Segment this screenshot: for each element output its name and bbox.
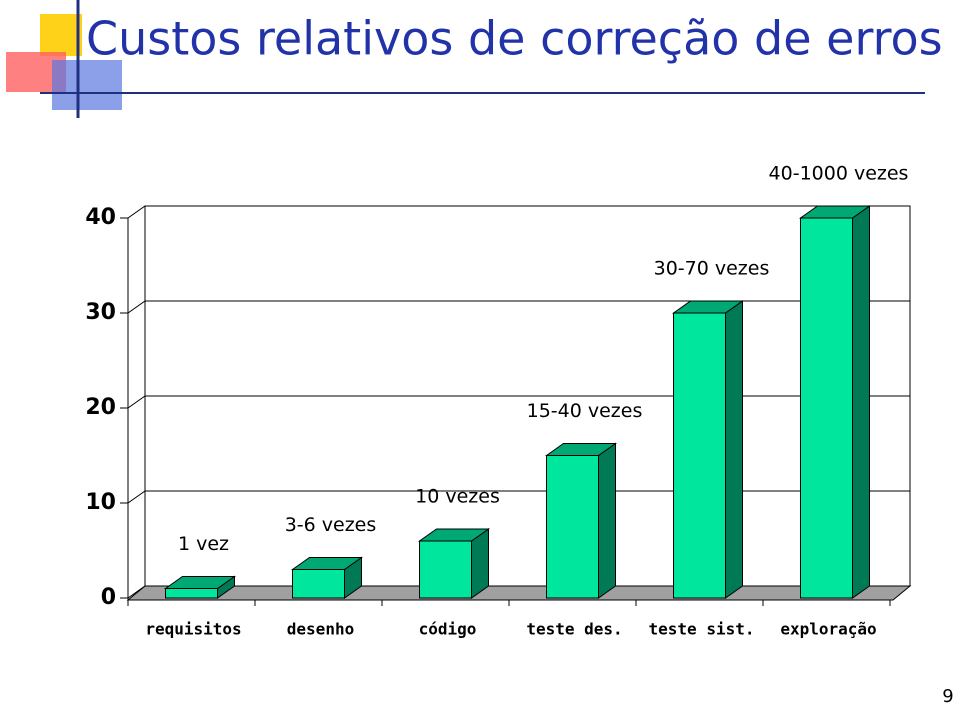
grid-line [127, 490, 910, 504]
x-tick-label: desenho [287, 620, 354, 639]
floor [126, 585, 912, 601]
x-tick-label: requisitos [145, 620, 241, 639]
bar-front [419, 540, 472, 599]
bar [671, 300, 745, 599]
y-tick-label: 0 [101, 585, 116, 610]
bar-annotation: 15-40 vezes [527, 400, 643, 422]
deco-square [52, 60, 122, 110]
y-tick-label: 20 [85, 395, 116, 420]
y-tick-label: 40 [85, 205, 116, 230]
bar [163, 575, 237, 599]
bar-side [725, 300, 743, 599]
bar-side [852, 205, 870, 599]
grid-line [127, 585, 910, 599]
bar-annotation: 10 vezes [415, 486, 500, 508]
grid-line [127, 395, 910, 409]
grid-line [127, 300, 910, 314]
x-tick-label: teste des. [526, 620, 622, 639]
slide-title: Custos relativos de correção de erros [86, 12, 943, 66]
bar [290, 556, 364, 599]
bar-annotation: 30-70 vezes [654, 258, 770, 280]
bar-annotation: 1 vez [178, 533, 229, 555]
y-tick-label: 10 [85, 490, 116, 515]
deco-square [40, 14, 82, 56]
bar [544, 442, 618, 599]
bar-front [546, 455, 599, 599]
bar-front [673, 312, 726, 599]
bar-annotation: 3-6 vezes [285, 514, 377, 536]
page-number: 9 [942, 686, 953, 707]
chart: 0 10 20 30 40 requisitos 1 vez desenho 3-6 vezes… [85, 163, 912, 639]
grid-line [127, 205, 910, 219]
bar-front [800, 217, 853, 599]
bar-front [165, 588, 218, 599]
x-tick-label: código [419, 620, 477, 639]
x-tick-label: exploração [780, 620, 876, 639]
bar [417, 528, 491, 599]
bar [798, 205, 872, 599]
bar-annotation: 40-1000 vezes [769, 163, 909, 185]
x-tick-label: teste sist. [649, 620, 755, 639]
y-tick-label: 30 [85, 300, 116, 325]
bar-front [292, 569, 345, 599]
bar-side [598, 442, 616, 599]
